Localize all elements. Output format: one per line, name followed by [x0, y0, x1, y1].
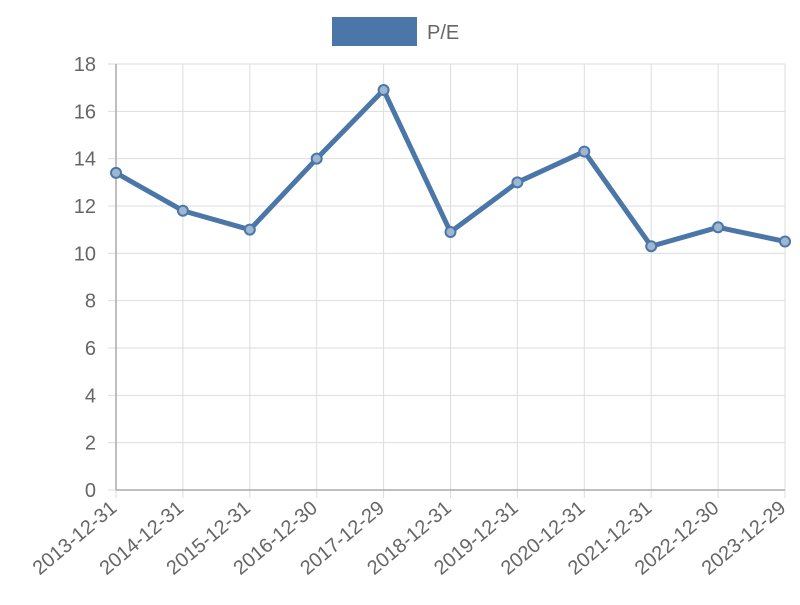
data-point: [310, 152, 323, 165]
y-tick-label: 10: [74, 243, 96, 265]
y-tick-label: 12: [74, 196, 96, 218]
legend-label: P/E: [427, 22, 459, 44]
y-tick-label: 18: [74, 54, 96, 76]
y-tick-label: 6: [85, 338, 96, 360]
y-tick-label: 16: [74, 101, 96, 123]
y-tick-label: 4: [85, 385, 96, 407]
data-point: [779, 235, 791, 248]
y-tick-label: 14: [74, 149, 96, 171]
y-tick-label: 2: [85, 433, 96, 455]
data-point: [511, 176, 524, 189]
data-point: [377, 84, 390, 97]
legend-swatch: [332, 17, 417, 46]
data-point: [578, 145, 591, 158]
y-tick-label: 0: [85, 480, 96, 502]
y-tick-label: 8: [85, 291, 96, 313]
data-point: [645, 240, 658, 253]
data-point: [444, 226, 457, 239]
data-point: [243, 223, 256, 236]
data-point: [176, 204, 189, 217]
data-point: [110, 166, 122, 179]
data-point: [712, 221, 725, 234]
